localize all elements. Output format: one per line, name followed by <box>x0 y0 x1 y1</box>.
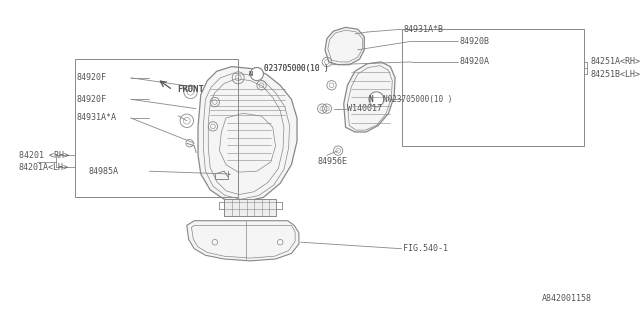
Text: 023705000(10 ): 023705000(10 ) <box>264 64 329 73</box>
Text: N: N <box>249 71 253 77</box>
Polygon shape <box>325 28 364 65</box>
Polygon shape <box>187 221 299 261</box>
Text: FRONT: FRONT <box>177 85 204 94</box>
Text: A842001158: A842001158 <box>541 294 592 303</box>
Text: FIG.540-1: FIG.540-1 <box>403 244 449 253</box>
Text: 84920B: 84920B <box>460 37 490 46</box>
Text: 84985A: 84985A <box>89 167 119 176</box>
Text: 84251B<LH>: 84251B<LH> <box>590 69 640 79</box>
Polygon shape <box>198 67 297 202</box>
Text: 84956E: 84956E <box>317 157 348 166</box>
Text: 84201 <RH>: 84201 <RH> <box>19 151 68 160</box>
Polygon shape <box>224 199 276 216</box>
Polygon shape <box>344 62 395 132</box>
Circle shape <box>250 68 264 81</box>
Text: 023705000(10 ): 023705000(10 ) <box>264 64 329 73</box>
Text: N023705000(10 ): N023705000(10 ) <box>383 95 452 104</box>
Text: W140017: W140017 <box>348 104 383 113</box>
Text: 84920F: 84920F <box>77 73 107 82</box>
Circle shape <box>250 68 264 81</box>
Circle shape <box>369 92 384 107</box>
Text: 84920F: 84920F <box>77 95 107 104</box>
Text: 84931A*A: 84931A*A <box>77 114 116 123</box>
Text: 84251A<RH>: 84251A<RH> <box>590 57 640 67</box>
Bar <box>402 29 584 146</box>
Text: 84201A<LH>: 84201A<LH> <box>19 163 68 172</box>
Text: N: N <box>369 95 373 104</box>
Bar <box>75 59 238 197</box>
Text: 84920A: 84920A <box>460 57 490 67</box>
Text: 84931A*B: 84931A*B <box>403 25 444 34</box>
